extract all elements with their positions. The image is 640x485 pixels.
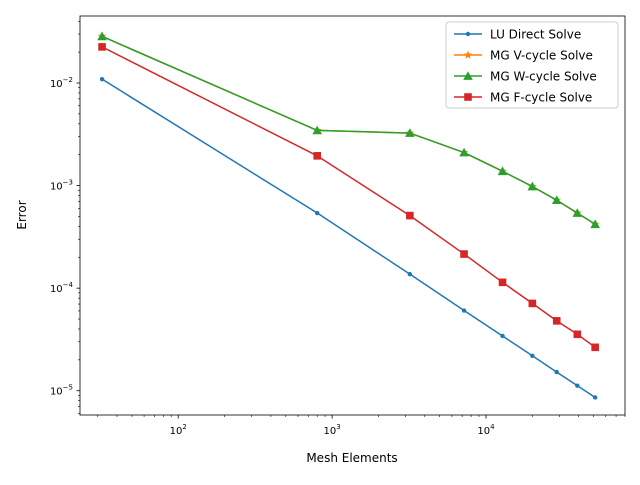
y-tick-label: 10−3 [50, 179, 73, 193]
x-axis-label: Mesh Elements [306, 451, 397, 465]
y-axis-label: Error [15, 200, 29, 229]
legend-marker [464, 93, 472, 101]
legend-marker [465, 31, 471, 37]
series-3 [97, 31, 600, 229]
x-tick-label: 104 [477, 423, 495, 437]
y-tick-label: 10−2 [50, 76, 73, 90]
x-tick-label: 103 [324, 423, 341, 437]
legend-marker [463, 50, 473, 59]
data-point [460, 250, 468, 258]
data-point [575, 383, 580, 388]
data-point [315, 210, 320, 216]
data-point [405, 128, 415, 137]
legend-marker [463, 71, 473, 80]
series-4 [98, 43, 599, 352]
tick-labels: 102 103 104 10−5 10−4 10−3 10−2 [50, 76, 495, 437]
series-1 [99, 76, 598, 400]
major-ticks [76, 82, 487, 419]
data-point [498, 278, 507, 287]
legend-label: MG V-cycle Solve [490, 49, 593, 63]
data-point [98, 43, 106, 51]
y-tick-label: 10−5 [50, 384, 73, 398]
data-point [497, 166, 508, 176]
data-point [313, 152, 322, 160]
data-point [592, 395, 598, 400]
y-tick-label: 10−4 [50, 281, 74, 295]
data-point [461, 308, 467, 313]
data-point [527, 181, 538, 191]
data-point [573, 330, 582, 339]
data-point [572, 208, 583, 217]
legend-frame [445, 21, 619, 109]
data-point [590, 219, 600, 229]
legend-label: MG W-cycle Solve [490, 70, 597, 84]
x-tick-label: 102 [170, 423, 187, 437]
legend-label: MG F-cycle Solve [490, 91, 592, 105]
legend: LU Direct Solve MG V-cycle Solve MG W-cycl… [445, 21, 619, 109]
data-point [99, 76, 105, 82]
data-point [459, 147, 469, 157]
legend-label: LU Direct Solve [490, 28, 581, 42]
data-point [552, 317, 561, 325]
series-layer [97, 31, 600, 400]
plot-frame [79, 15, 626, 416]
data-point [407, 271, 413, 277]
data-point [406, 211, 414, 220]
data-point [591, 343, 599, 352]
data-point [528, 299, 537, 308]
data-point [530, 353, 535, 359]
data-point [312, 125, 323, 135]
data-point [97, 31, 107, 41]
data-point [554, 369, 559, 375]
data-point [500, 333, 505, 339]
data-point [551, 195, 562, 205]
